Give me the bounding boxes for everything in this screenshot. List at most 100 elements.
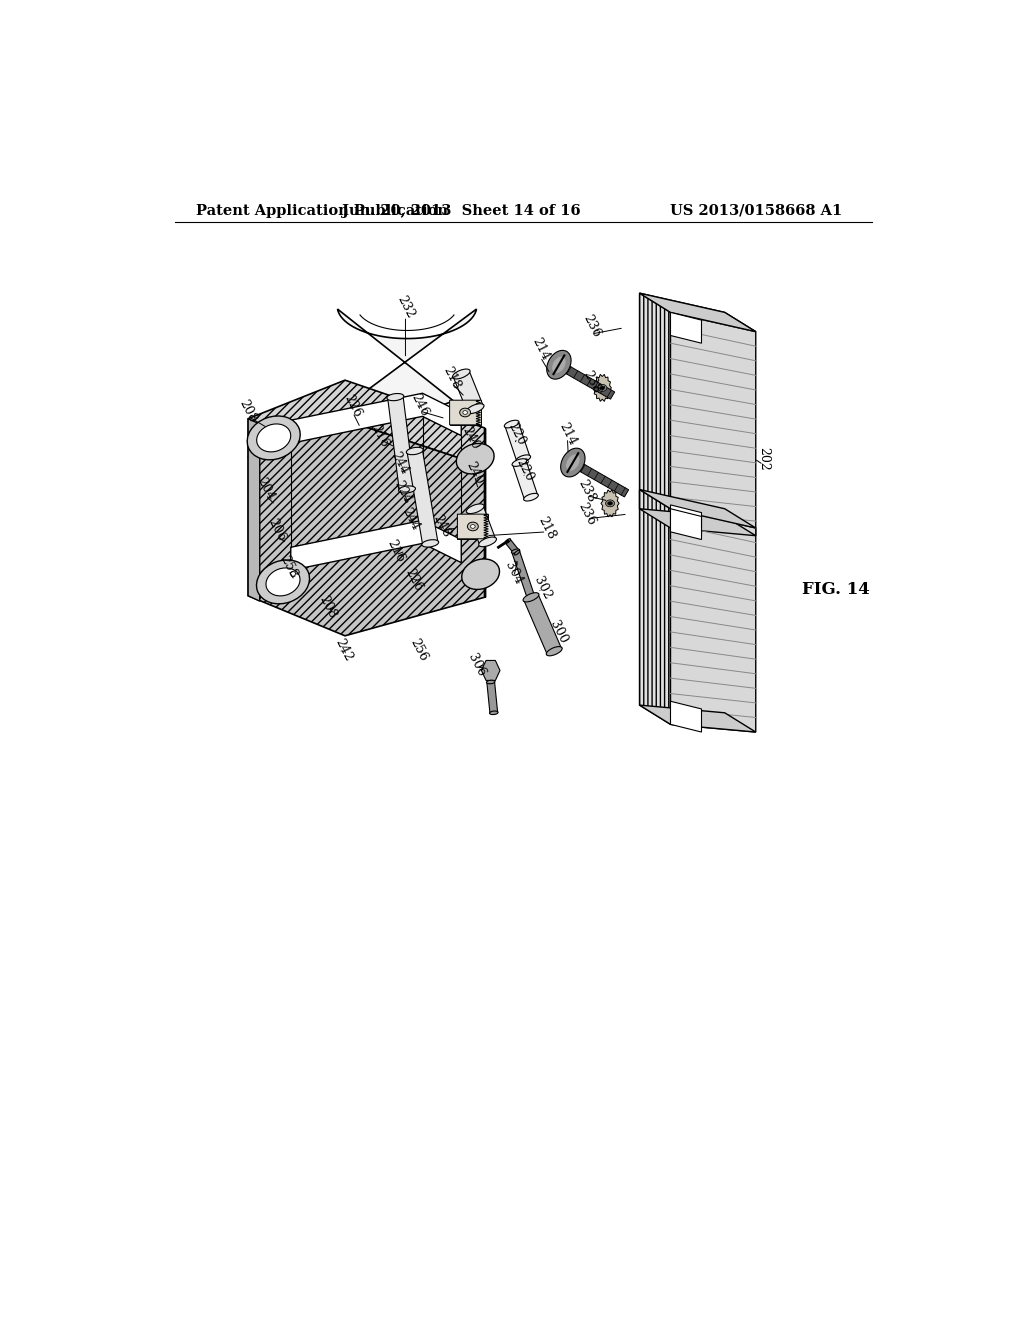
Text: 216: 216 xyxy=(369,422,391,449)
Polygon shape xyxy=(671,701,701,733)
Polygon shape xyxy=(458,515,488,539)
Polygon shape xyxy=(248,420,484,636)
Text: 226: 226 xyxy=(342,393,364,420)
Polygon shape xyxy=(454,371,483,412)
Polygon shape xyxy=(557,362,614,399)
Ellipse shape xyxy=(489,711,498,714)
Text: 244: 244 xyxy=(399,506,422,532)
Polygon shape xyxy=(671,313,756,536)
Text: 214: 214 xyxy=(529,335,552,363)
Ellipse shape xyxy=(523,593,539,602)
Text: 304: 304 xyxy=(503,558,525,586)
Text: 238: 238 xyxy=(575,478,598,504)
Ellipse shape xyxy=(398,486,416,494)
Ellipse shape xyxy=(471,524,475,528)
Ellipse shape xyxy=(422,540,438,546)
Text: 258: 258 xyxy=(278,553,300,579)
Ellipse shape xyxy=(462,558,500,590)
Ellipse shape xyxy=(387,393,403,401)
Text: 242: 242 xyxy=(332,636,354,663)
Ellipse shape xyxy=(247,416,300,459)
Ellipse shape xyxy=(478,537,497,546)
Text: 226: 226 xyxy=(402,566,424,594)
Ellipse shape xyxy=(463,411,467,414)
Polygon shape xyxy=(640,490,671,725)
Ellipse shape xyxy=(512,459,526,466)
Text: 208: 208 xyxy=(316,594,339,620)
Polygon shape xyxy=(388,396,415,491)
Text: 218: 218 xyxy=(440,364,463,392)
Polygon shape xyxy=(640,508,756,536)
Text: 302: 302 xyxy=(531,574,554,602)
Polygon shape xyxy=(505,539,519,554)
Polygon shape xyxy=(671,508,756,733)
Polygon shape xyxy=(671,508,701,540)
Text: 208: 208 xyxy=(237,397,259,425)
Ellipse shape xyxy=(466,404,484,413)
Ellipse shape xyxy=(466,504,484,513)
Ellipse shape xyxy=(565,454,580,471)
Ellipse shape xyxy=(460,408,471,417)
Text: 236: 236 xyxy=(581,313,603,339)
Polygon shape xyxy=(248,380,484,466)
Text: 240: 240 xyxy=(460,424,481,451)
Ellipse shape xyxy=(523,494,539,502)
Polygon shape xyxy=(593,375,611,401)
Text: 306: 306 xyxy=(466,651,488,678)
Text: 216: 216 xyxy=(384,537,407,565)
Ellipse shape xyxy=(486,680,495,684)
Polygon shape xyxy=(640,490,756,528)
Text: 220: 220 xyxy=(514,457,536,484)
Ellipse shape xyxy=(257,424,291,451)
Polygon shape xyxy=(671,506,701,536)
Ellipse shape xyxy=(467,523,478,531)
Polygon shape xyxy=(248,418,260,601)
Polygon shape xyxy=(291,393,461,444)
Ellipse shape xyxy=(552,356,566,374)
Text: 240: 240 xyxy=(463,459,485,486)
Text: 206: 206 xyxy=(265,516,288,544)
Ellipse shape xyxy=(256,560,309,603)
Ellipse shape xyxy=(453,370,470,379)
Polygon shape xyxy=(481,660,500,680)
Text: 204: 204 xyxy=(255,477,278,503)
Polygon shape xyxy=(640,705,756,733)
Text: 218: 218 xyxy=(536,515,558,541)
Text: 238: 238 xyxy=(581,368,603,395)
Polygon shape xyxy=(450,400,480,425)
Text: 232: 232 xyxy=(394,293,417,321)
Text: FIG. 14: FIG. 14 xyxy=(802,581,870,598)
Polygon shape xyxy=(337,309,476,412)
Text: 224: 224 xyxy=(392,478,415,506)
Text: 256: 256 xyxy=(408,636,430,663)
Ellipse shape xyxy=(504,420,519,428)
Ellipse shape xyxy=(505,539,511,544)
Polygon shape xyxy=(291,520,461,570)
Ellipse shape xyxy=(561,449,585,477)
Text: 246: 246 xyxy=(409,391,431,418)
Ellipse shape xyxy=(514,550,520,554)
Text: 220: 220 xyxy=(506,421,528,447)
Ellipse shape xyxy=(511,549,519,553)
Ellipse shape xyxy=(407,447,423,454)
Text: Patent Application Publication: Patent Application Publication xyxy=(197,203,449,218)
Polygon shape xyxy=(524,594,561,655)
Ellipse shape xyxy=(266,568,300,595)
Polygon shape xyxy=(640,293,756,331)
Polygon shape xyxy=(458,515,488,539)
Text: 236: 236 xyxy=(575,500,598,528)
Text: 214: 214 xyxy=(556,421,579,447)
Text: 300: 300 xyxy=(547,618,569,645)
Ellipse shape xyxy=(605,500,614,507)
Polygon shape xyxy=(640,293,671,528)
Polygon shape xyxy=(450,400,480,425)
Polygon shape xyxy=(570,459,629,496)
Polygon shape xyxy=(640,293,756,331)
Ellipse shape xyxy=(516,455,530,462)
Polygon shape xyxy=(601,490,620,517)
Text: 248: 248 xyxy=(431,513,453,540)
Polygon shape xyxy=(513,461,538,499)
Ellipse shape xyxy=(600,387,605,389)
Polygon shape xyxy=(512,550,535,598)
Polygon shape xyxy=(505,422,529,461)
